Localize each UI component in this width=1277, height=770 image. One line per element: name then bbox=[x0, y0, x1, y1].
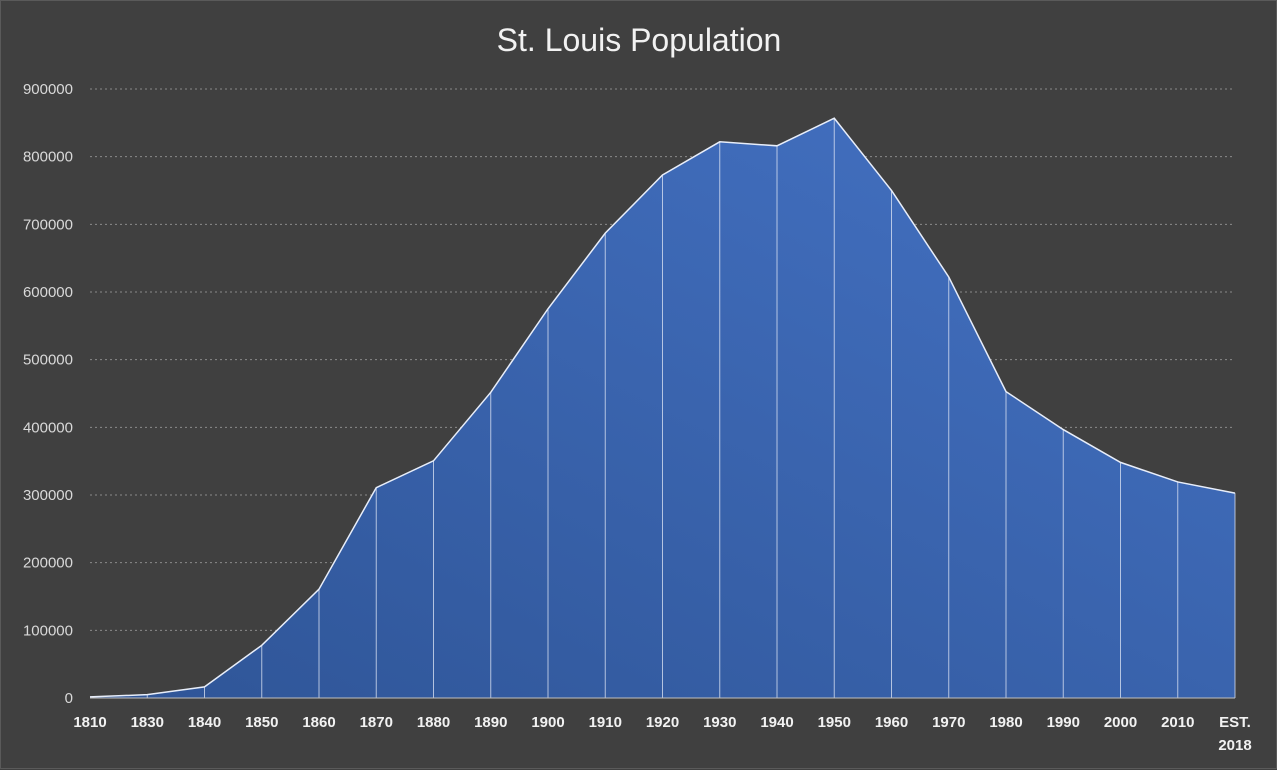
x-tick-label: 2010 bbox=[1161, 714, 1194, 731]
y-tick-label: 0 bbox=[65, 690, 73, 707]
chart-title: St. Louis Population bbox=[497, 22, 782, 58]
x-tick-label: 2000 bbox=[1104, 714, 1137, 731]
x-tick-label: 1840 bbox=[188, 714, 221, 731]
y-tick-label: 200000 bbox=[23, 555, 73, 572]
x-tick-label: 1960 bbox=[875, 714, 908, 731]
x-tick-label: 1980 bbox=[989, 714, 1022, 731]
y-tick-label: 300000 bbox=[23, 487, 73, 504]
x-tick-label: 1900 bbox=[531, 714, 564, 731]
x-tick-label: 1990 bbox=[1047, 714, 1080, 731]
x-tick-label: 1970 bbox=[932, 714, 965, 731]
y-tick-label: 900000 bbox=[23, 81, 73, 98]
x-tick-label: 1950 bbox=[818, 714, 851, 731]
category-dividers bbox=[146, 118, 1236, 698]
x-tick-label: 1880 bbox=[417, 714, 450, 731]
x-axis-ticks: 1810 1830 1840 1850 1860 1870 1880 1890 1900 1910… bbox=[73, 714, 1251, 754]
y-tick-label: 600000 bbox=[23, 284, 73, 301]
x-tick-label: 1830 bbox=[131, 714, 164, 731]
x-tick-label: 1860 bbox=[302, 714, 335, 731]
y-tick-label: 100000 bbox=[23, 622, 73, 639]
x-tick-label: EST. 2018 bbox=[1218, 714, 1251, 754]
x-tick-label: 1890 bbox=[474, 714, 507, 731]
x-tick-label: 1910 bbox=[589, 714, 622, 731]
x-tick-label: 1810 bbox=[73, 714, 106, 731]
y-tick-label: 400000 bbox=[23, 419, 73, 436]
series-outline bbox=[89, 117, 1236, 699]
x-tick-label: 1920 bbox=[646, 714, 679, 731]
x-tick-label: 1940 bbox=[760, 714, 793, 731]
series-line bbox=[89, 117, 1236, 698]
y-tick-label: 800000 bbox=[23, 149, 73, 166]
x-tick-label: 1870 bbox=[360, 714, 393, 731]
y-tick-label: 500000 bbox=[23, 352, 73, 369]
x-tick-label: 1850 bbox=[245, 714, 278, 731]
y-tick-label: 700000 bbox=[23, 216, 73, 233]
y-axis-ticks: 0 100000 200000 300000 400000 500000 600000 700… bbox=[23, 81, 73, 707]
x-tick-label: 1930 bbox=[703, 714, 736, 731]
